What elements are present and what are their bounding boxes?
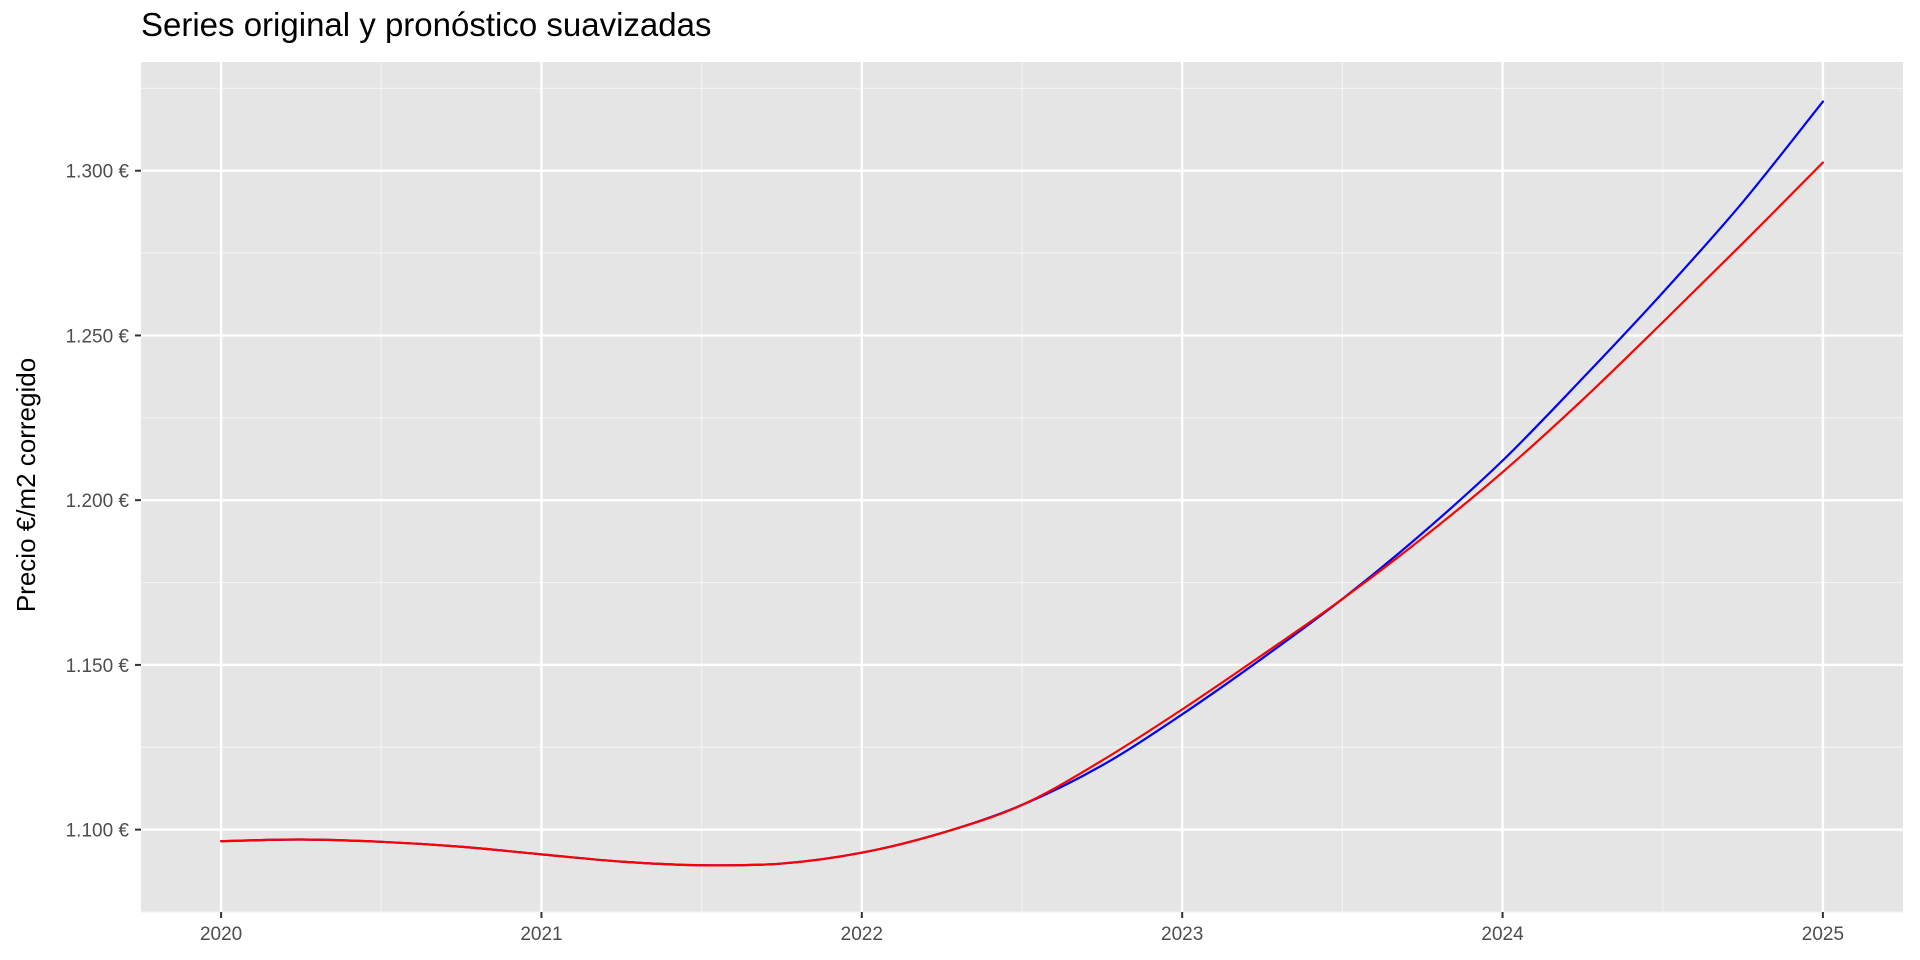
y-tick-label: 1.100 € xyxy=(66,821,130,842)
y-tick-label: 1.150 € xyxy=(66,656,130,677)
y-tick-label: 1.200 € xyxy=(66,491,130,512)
grid-major xyxy=(141,62,1903,912)
x-tick-label: 2025 xyxy=(1802,924,1844,945)
series-line-2 xyxy=(219,161,1825,867)
x-tick-label: 2021 xyxy=(520,924,562,945)
x-tick-label: 2024 xyxy=(1481,924,1524,945)
x-axis: 2020 2021 2022 2023 2024 2025 xyxy=(200,912,1844,945)
chart-title: Series original y pronóstico suavizadas xyxy=(141,6,712,43)
series-layer xyxy=(219,100,1825,867)
y-axis: 1.100 € 1.150 € 1.200 € 1.250 € 1.300 € xyxy=(66,162,141,842)
y-tick-label: 1.300 € xyxy=(66,162,130,183)
x-tick-label: 2020 xyxy=(200,924,242,945)
y-tick-label: 1.250 € xyxy=(66,326,130,347)
y-axis-title: Precio €/m2 corregido xyxy=(11,358,41,612)
x-tick-label: 2022 xyxy=(841,924,883,945)
x-tick-label: 2023 xyxy=(1161,924,1203,945)
grid-minor xyxy=(141,62,1903,913)
